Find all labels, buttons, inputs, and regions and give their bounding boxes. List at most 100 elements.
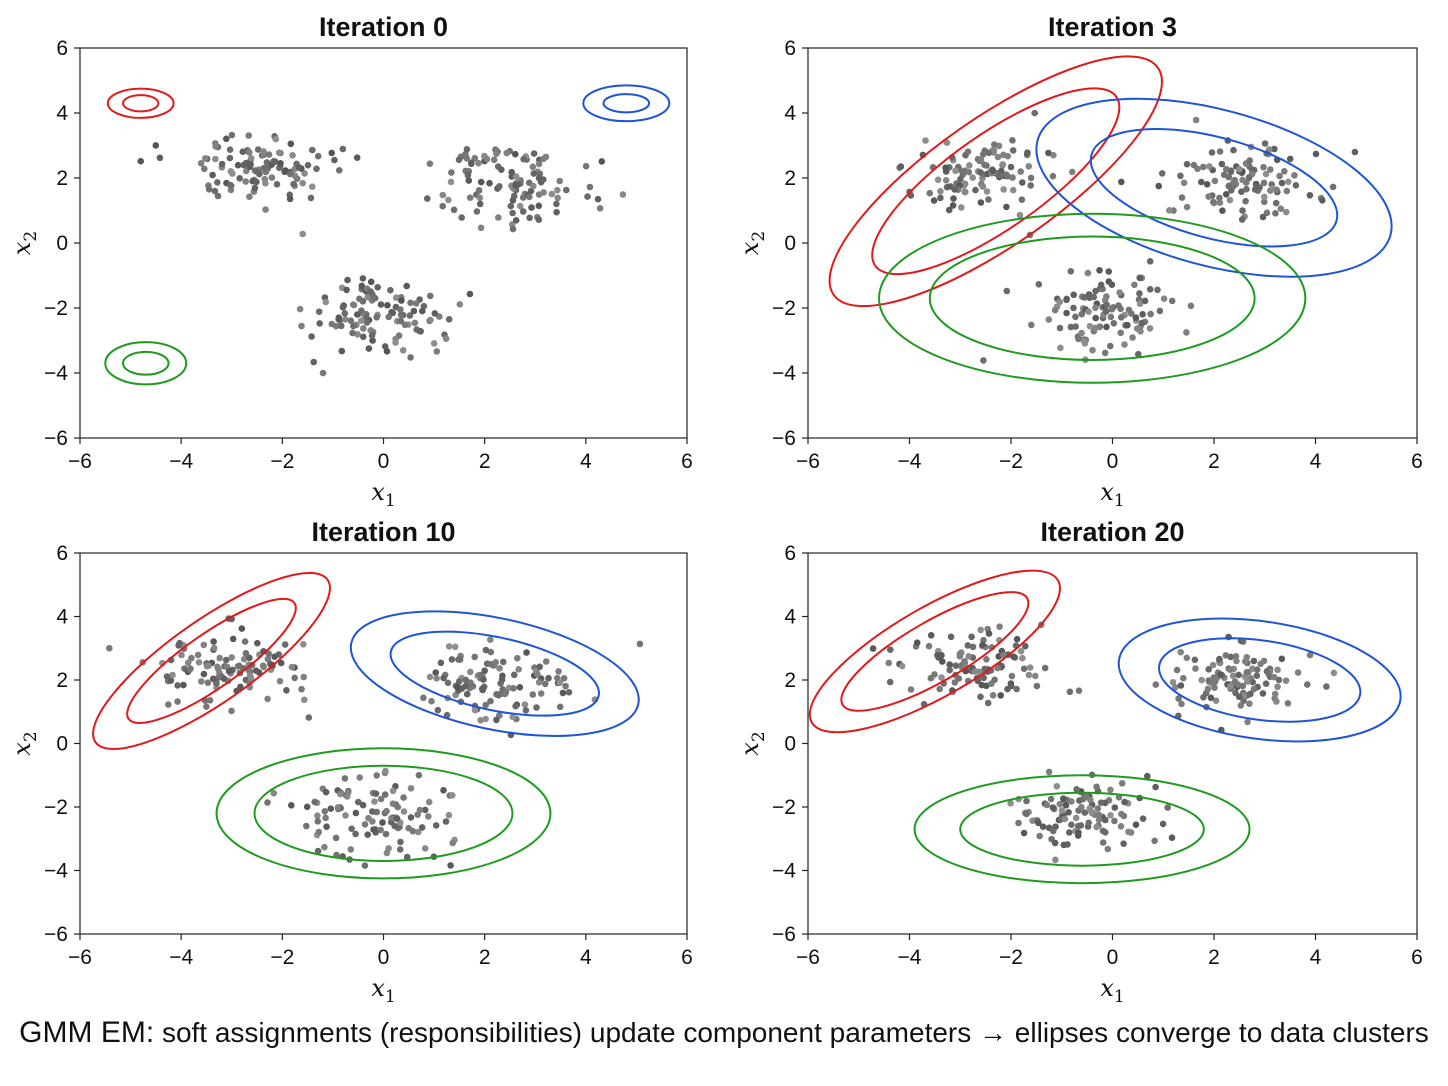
data-point [1261, 193, 1268, 201]
data-point [1045, 316, 1053, 323]
data-point [228, 707, 235, 715]
data-point [299, 179, 307, 187]
y-tick-label: −4 [772, 362, 796, 385]
data-point [316, 320, 324, 327]
data-point [1136, 290, 1143, 297]
data-point [399, 347, 407, 354]
data-point [448, 656, 456, 663]
y-tick-label: 2 [56, 167, 68, 190]
data-point [355, 798, 362, 806]
data-point [1063, 309, 1070, 317]
data-point [1085, 819, 1092, 827]
data-point [314, 847, 322, 855]
gaussian-components [92, 571, 640, 880]
data-point [1177, 172, 1184, 180]
data-point [309, 146, 316, 154]
data-point [1103, 323, 1110, 331]
data-point [1253, 183, 1260, 191]
data-point [1019, 654, 1026, 662]
data-point [1218, 160, 1226, 168]
data-point [343, 793, 351, 800]
data-point [1222, 191, 1230, 198]
data-point [475, 187, 483, 194]
data-point [1027, 182, 1034, 189]
red-ellipse-inner [871, 87, 1121, 276]
data-point [1175, 695, 1182, 702]
data-point [1226, 196, 1234, 204]
data-point [586, 183, 594, 191]
data-point [529, 163, 537, 171]
data-point [1230, 178, 1238, 185]
x-tick-label: 2 [1208, 450, 1220, 473]
data-point [554, 194, 561, 202]
data-point [389, 787, 397, 795]
data-point [1216, 199, 1224, 206]
data-point [1306, 651, 1314, 659]
data-point [1141, 297, 1149, 305]
data-point [983, 656, 990, 663]
data-point [228, 131, 236, 139]
red-ellipse-outer [106, 87, 175, 119]
data-point [1081, 809, 1089, 816]
data-point [1245, 174, 1253, 182]
data-point [417, 328, 425, 335]
data-point [533, 704, 540, 711]
data-point [926, 189, 933, 197]
data-point [972, 186, 979, 194]
data-points [896, 109, 1359, 364]
data-point [598, 158, 606, 165]
data-point [303, 822, 310, 830]
data-point [1107, 786, 1114, 794]
data-point [476, 671, 484, 679]
data-point [1250, 685, 1258, 693]
data-point [935, 654, 942, 661]
data-point [384, 302, 391, 309]
data-point [1049, 804, 1057, 811]
data-point [510, 192, 518, 200]
data-point [1238, 216, 1246, 223]
red-ellipse-inner [121, 94, 160, 113]
data-point [509, 225, 517, 233]
data-point [293, 175, 301, 182]
data-point [462, 676, 470, 684]
data-point [451, 643, 459, 651]
data-point [427, 316, 434, 324]
data-point [242, 650, 250, 657]
data-point [228, 654, 235, 661]
data-point [370, 826, 377, 833]
data-point [596, 205, 604, 212]
data-point [338, 347, 346, 355]
data-point [548, 190, 556, 198]
data-point [1139, 311, 1146, 318]
data-point [1225, 633, 1232, 641]
data-point [463, 155, 471, 162]
data-point [262, 180, 269, 187]
data-point [1249, 678, 1256, 686]
data-point [1235, 693, 1243, 701]
data-point [1209, 676, 1216, 683]
data-point [1086, 322, 1094, 330]
data-point [1283, 208, 1290, 216]
data-point [1212, 697, 1220, 704]
data-point [979, 183, 987, 190]
data-point [308, 333, 315, 340]
data-point [1092, 304, 1099, 312]
data-point [563, 186, 570, 194]
data-point [1155, 182, 1162, 190]
x-tick-label: −6 [68, 946, 92, 969]
data-point [421, 806, 429, 814]
data-point [984, 699, 992, 707]
data-point [515, 666, 522, 673]
data-point [943, 139, 951, 146]
data-point [169, 671, 176, 679]
data-point [480, 676, 487, 683]
data-point [1103, 301, 1111, 309]
data-point [582, 162, 590, 170]
data-point [1093, 783, 1100, 791]
data-point [238, 625, 246, 632]
data-point [420, 694, 427, 702]
data-point [468, 160, 475, 168]
data-point [507, 202, 515, 210]
data-point [869, 645, 877, 652]
data-point [1246, 157, 1253, 164]
